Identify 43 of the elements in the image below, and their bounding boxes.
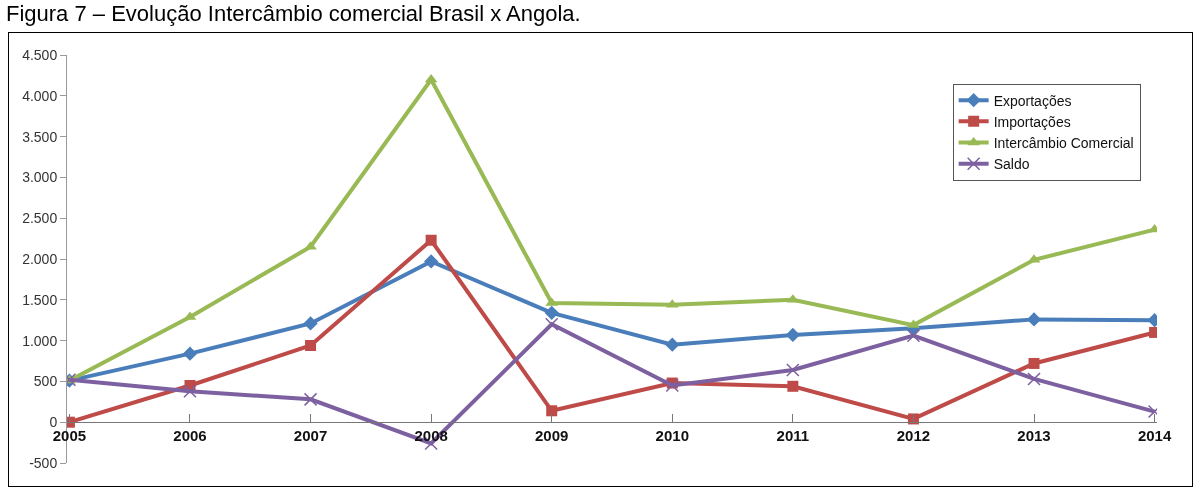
y-tick-label: 2.000 xyxy=(22,250,58,267)
point xyxy=(786,363,800,377)
point xyxy=(183,384,197,398)
y-tick-label: 3.000 xyxy=(22,169,58,186)
x-tick-label: 2011 xyxy=(776,427,810,445)
point xyxy=(305,340,317,351)
y-tick-label: 4.500 xyxy=(22,46,58,63)
y-tick-label: 1.000 xyxy=(22,332,58,349)
point xyxy=(787,380,799,392)
point xyxy=(1026,312,1042,327)
x-tick-label: 2014 xyxy=(1137,427,1172,445)
y-tick-label: 500 xyxy=(33,373,58,390)
legend-label: Intercâmbio Comercial xyxy=(993,135,1134,152)
y-tick-label: 1.500 xyxy=(22,291,58,308)
x-tick-label: 2012 xyxy=(896,427,931,445)
x-tick-label: 2013 xyxy=(1017,427,1051,445)
y-tick-label: 2.500 xyxy=(22,210,58,227)
y-tick-label: -500 xyxy=(29,454,58,471)
point xyxy=(665,378,680,393)
legend-label: Exportações xyxy=(993,92,1072,109)
x-tick-label: 2010 xyxy=(655,427,689,445)
point xyxy=(544,317,559,332)
legend-label: Saldo xyxy=(993,156,1030,173)
legend-label: Importações xyxy=(993,113,1071,130)
point xyxy=(424,73,438,83)
point xyxy=(1027,372,1041,386)
point xyxy=(303,316,318,331)
point xyxy=(665,337,680,352)
x-tick-label: 2007 xyxy=(293,427,328,445)
point xyxy=(906,328,921,343)
point xyxy=(182,346,198,361)
y-tick-label: 3.500 xyxy=(22,128,58,145)
y-tick-label: 4.000 xyxy=(22,87,58,104)
point xyxy=(423,254,439,269)
x-tick-label: 2009 xyxy=(535,427,569,445)
point xyxy=(1028,357,1040,369)
point xyxy=(303,392,318,407)
point xyxy=(546,405,558,417)
chart-title: Figura 7 – Evolução Intercâmbio comercial Brasil x Angola. xyxy=(6,0,582,28)
point xyxy=(425,234,437,246)
point xyxy=(785,327,801,343)
point xyxy=(544,305,559,321)
x-tick-label: 2006 xyxy=(173,427,207,445)
